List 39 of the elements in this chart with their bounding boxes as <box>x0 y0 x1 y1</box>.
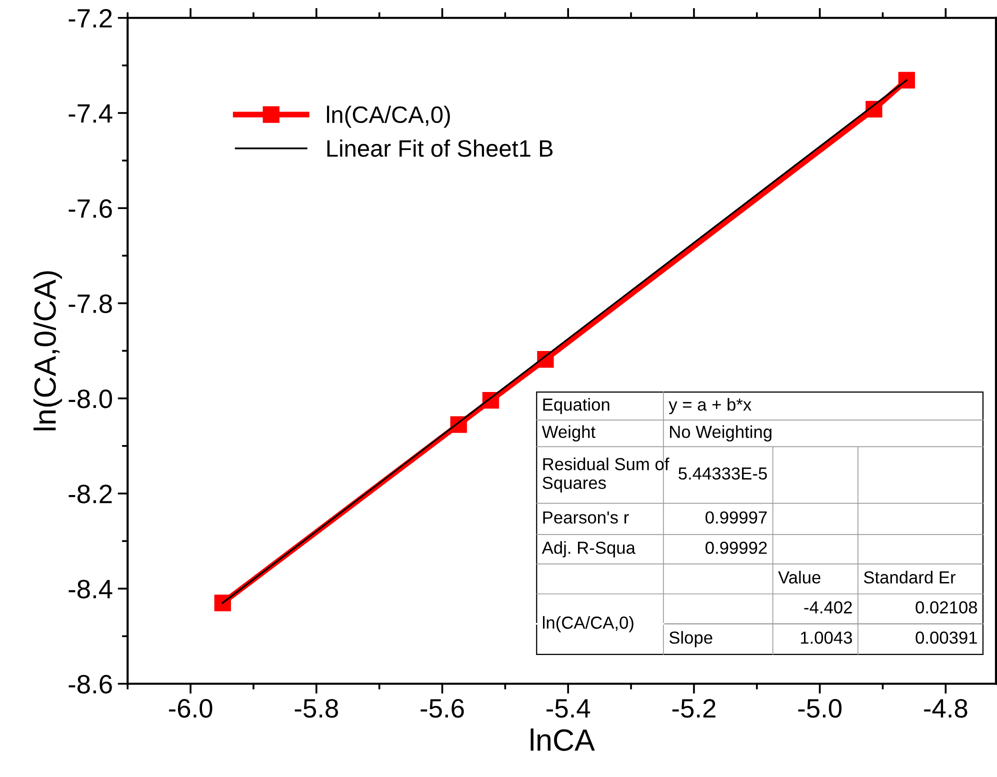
annotation: 1.0043 <box>800 632 852 644</box>
x-axis-title: lnCA <box>530 728 595 751</box>
y-tick-label: -7.6 <box>68 199 112 218</box>
annotation: ln(CA/CA,0) <box>543 616 634 632</box>
x-tick-label: -6.0 <box>168 699 212 718</box>
annotation: No Weighting <box>670 425 772 442</box>
point <box>898 72 915 89</box>
point <box>214 594 231 612</box>
y-tick-label: -8.2 <box>68 484 112 504</box>
annotation: 0.99992 <box>706 542 767 554</box>
annotation: -4.402 <box>804 601 852 614</box>
x-tick-label: -5.4 <box>546 699 590 718</box>
y-axis-title: ln(CA,0/CA) <box>34 271 62 430</box>
y-tick-label: -8.0 <box>68 390 112 408</box>
legend-label: Linear Fit of Sheet1 B <box>327 140 553 157</box>
annotation: Adj. R-Squa <box>542 541 636 558</box>
annotation: 0.02108 <box>916 601 978 614</box>
annotation: Residual Sum of Squares <box>542 458 670 492</box>
y-tick-label: -7.4 <box>68 104 112 123</box>
annotation: Value <box>778 570 820 584</box>
x-tick-label: -5.8 <box>294 699 338 718</box>
x-tick-label: -5.0 <box>798 699 842 718</box>
x-tick-label: -5.6 <box>420 699 464 718</box>
annotation: Weight <box>542 425 596 442</box>
x-tick-label: -4.8 <box>924 699 968 718</box>
annotation: 0.00391 <box>916 632 977 644</box>
legend-label: ln(CA/CA,0) <box>327 106 450 128</box>
annotation: 0.99997 <box>706 511 767 524</box>
y-tick-label: -8.6 <box>68 674 112 694</box>
annotation: Equation <box>543 398 610 414</box>
y-tick-label: -7.2 <box>68 9 112 28</box>
y-tick-label: -7.8 <box>68 294 112 314</box>
annotation: Standard Er <box>864 570 956 584</box>
annotation: 5.44333E-5 <box>678 467 767 480</box>
annotation: Pearson's r <box>543 512 629 524</box>
annotation: y = a + b*x <box>668 398 752 414</box>
x-tick-label: -5.2 <box>672 699 716 718</box>
y-tick-label: -8.4 <box>68 580 112 598</box>
annotation: Slope <box>669 631 712 648</box>
